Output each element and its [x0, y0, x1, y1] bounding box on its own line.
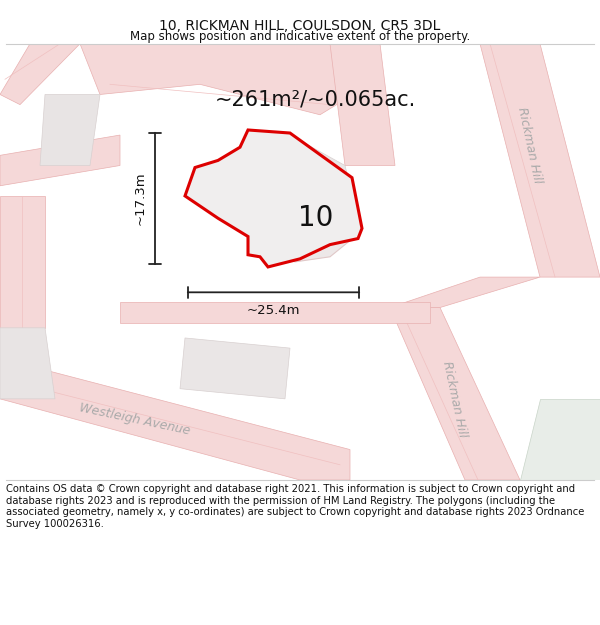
Text: 10: 10 — [298, 204, 334, 232]
Polygon shape — [520, 399, 600, 480]
Text: ~261m²/~0.065ac.: ~261m²/~0.065ac. — [215, 89, 416, 109]
Text: ~25.4m: ~25.4m — [247, 304, 300, 318]
Polygon shape — [0, 196, 45, 328]
Text: Westleigh Avenue: Westleigh Avenue — [79, 401, 191, 437]
Polygon shape — [0, 135, 120, 186]
Polygon shape — [0, 358, 350, 480]
Text: Rickman Hill: Rickman Hill — [515, 106, 544, 184]
Polygon shape — [80, 44, 370, 115]
Polygon shape — [120, 302, 430, 322]
Text: Contains OS data © Crown copyright and database right 2021. This information is : Contains OS data © Crown copyright and d… — [6, 484, 584, 529]
Text: Rickman Hill: Rickman Hill — [440, 359, 469, 438]
Text: 10, RICKMAN HILL, COULSDON, CR5 3DL: 10, RICKMAN HILL, COULSDON, CR5 3DL — [160, 19, 440, 32]
Polygon shape — [185, 130, 362, 267]
Polygon shape — [330, 44, 395, 166]
Polygon shape — [180, 338, 290, 399]
Polygon shape — [390, 308, 520, 480]
Polygon shape — [0, 328, 55, 399]
Text: Map shows position and indicative extent of the property.: Map shows position and indicative extent… — [130, 30, 470, 43]
Polygon shape — [0, 44, 80, 104]
Polygon shape — [40, 94, 100, 166]
Text: ~17.3m: ~17.3m — [134, 172, 147, 225]
Polygon shape — [252, 135, 355, 262]
Polygon shape — [480, 44, 600, 277]
Polygon shape — [390, 277, 540, 308]
Polygon shape — [290, 135, 360, 236]
